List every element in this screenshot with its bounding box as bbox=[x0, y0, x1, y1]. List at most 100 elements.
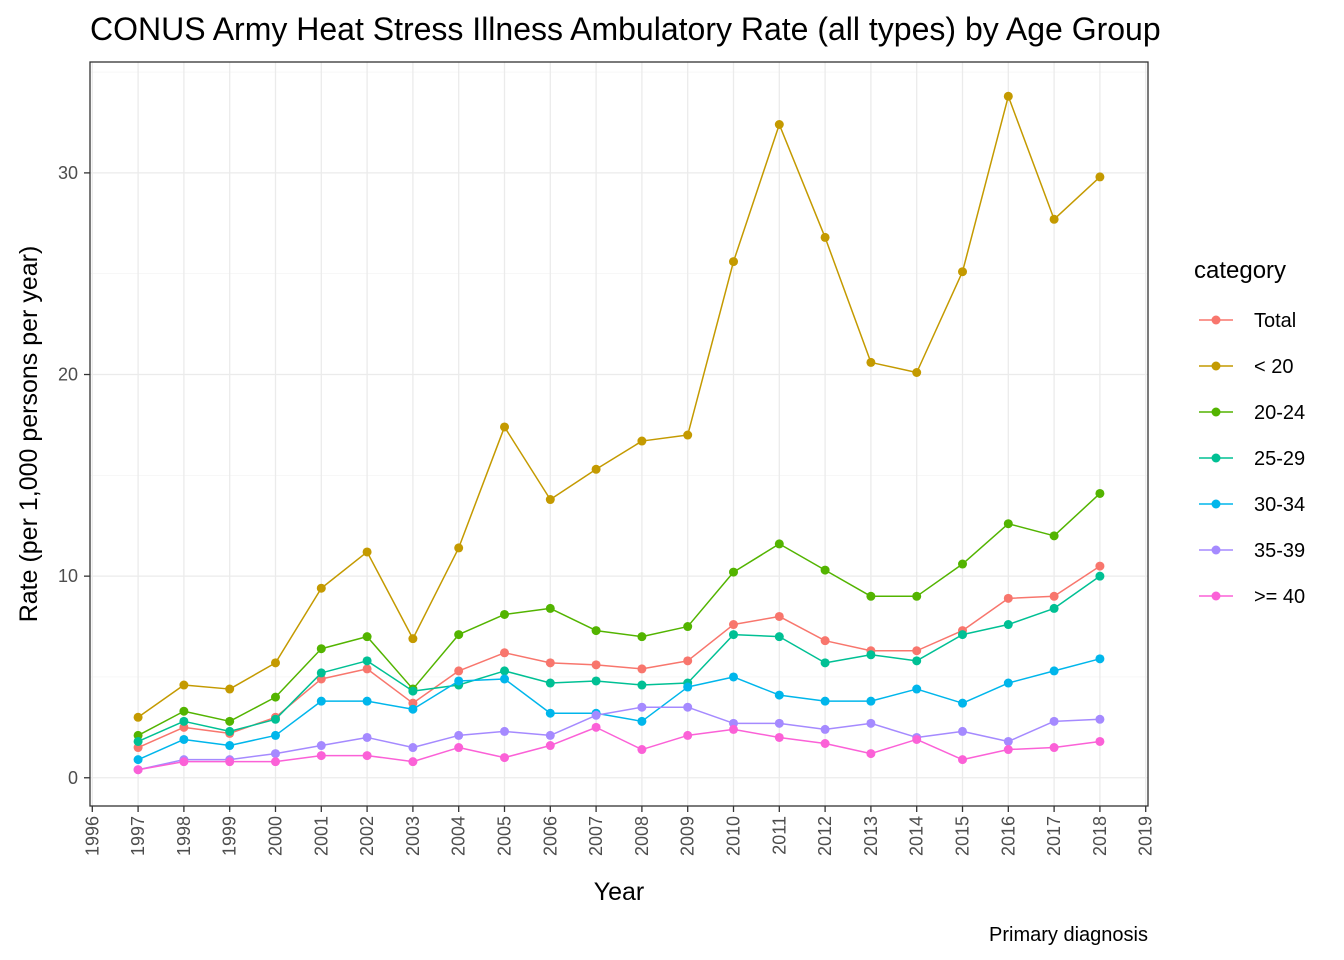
data-point bbox=[591, 660, 601, 670]
y-tick-label: 20 bbox=[58, 365, 78, 385]
legend-item: 30-34 bbox=[1199, 494, 1305, 516]
x-tick-label: 2003 bbox=[403, 816, 423, 856]
x-tick-label: 2013 bbox=[861, 816, 881, 856]
data-point bbox=[270, 658, 280, 668]
data-point bbox=[683, 656, 693, 666]
data-point bbox=[1095, 488, 1105, 498]
data-point bbox=[774, 690, 784, 700]
data-point bbox=[270, 692, 280, 702]
data-point bbox=[1049, 591, 1059, 601]
data-point bbox=[499, 648, 509, 658]
x-tick-label: 2015 bbox=[953, 816, 973, 856]
data-point bbox=[820, 636, 830, 646]
data-point bbox=[866, 749, 876, 759]
data-point bbox=[408, 634, 418, 644]
data-point bbox=[270, 749, 280, 759]
x-tick-label: 2009 bbox=[678, 816, 698, 856]
data-point bbox=[683, 702, 693, 712]
data-point bbox=[866, 591, 876, 601]
data-point bbox=[820, 658, 830, 668]
data-point bbox=[499, 726, 509, 736]
data-point bbox=[1003, 91, 1013, 101]
legend-label: Total bbox=[1254, 310, 1296, 332]
x-tick-label: 2001 bbox=[311, 816, 331, 856]
x-tick-label: 2007 bbox=[586, 816, 606, 856]
data-point bbox=[454, 543, 464, 553]
x-tick-label: 2017 bbox=[1044, 816, 1064, 856]
y-tick-label: 0 bbox=[68, 768, 78, 788]
data-point bbox=[683, 730, 693, 740]
data-point bbox=[225, 716, 235, 726]
data-point bbox=[912, 684, 922, 694]
data-point bbox=[133, 712, 143, 722]
y-tick-label: 10 bbox=[58, 566, 78, 586]
series-group bbox=[133, 722, 1105, 775]
series-line bbox=[137, 706, 1100, 771]
series-group bbox=[133, 571, 1105, 746]
data-point bbox=[866, 696, 876, 706]
series-group bbox=[133, 654, 1105, 765]
data-point bbox=[499, 609, 509, 619]
data-point bbox=[958, 726, 968, 736]
data-point bbox=[408, 704, 418, 714]
data-point bbox=[1049, 716, 1059, 726]
data-point bbox=[1003, 620, 1013, 630]
data-point bbox=[591, 676, 601, 686]
data-point bbox=[912, 734, 922, 744]
data-point bbox=[225, 726, 235, 736]
x-tick-label: 2006 bbox=[540, 816, 560, 856]
data-point bbox=[499, 674, 509, 684]
data-point bbox=[774, 539, 784, 549]
legend-key-point bbox=[1211, 499, 1221, 509]
data-point bbox=[637, 436, 647, 446]
data-point bbox=[362, 656, 372, 666]
data-point bbox=[683, 622, 693, 632]
data-point bbox=[912, 656, 922, 666]
legend-item: >= 40 bbox=[1199, 586, 1305, 608]
data-point bbox=[362, 547, 372, 557]
series-line bbox=[137, 658, 1101, 761]
data-point bbox=[958, 559, 968, 569]
data-point bbox=[499, 753, 509, 763]
legend-label: < 20 bbox=[1254, 356, 1293, 378]
data-point bbox=[729, 672, 739, 682]
x-tick-label: 2000 bbox=[265, 816, 285, 856]
data-point bbox=[179, 734, 189, 744]
data-point bbox=[1049, 603, 1059, 613]
data-point bbox=[133, 755, 143, 765]
data-point bbox=[225, 741, 235, 751]
series-line bbox=[137, 726, 1101, 771]
data-point bbox=[1003, 745, 1013, 755]
data-point bbox=[1095, 172, 1105, 182]
data-point bbox=[683, 430, 693, 440]
legend-key-point bbox=[1211, 407, 1221, 417]
data-point bbox=[958, 267, 968, 277]
data-point bbox=[820, 696, 830, 706]
x-tick-label: 1996 bbox=[82, 816, 102, 856]
x-tick-label: 2016 bbox=[998, 816, 1018, 856]
data-point bbox=[637, 716, 647, 726]
data-point bbox=[1095, 561, 1105, 571]
data-point bbox=[1049, 531, 1059, 541]
data-point bbox=[637, 702, 647, 712]
x-tick-label: 2004 bbox=[449, 816, 469, 856]
x-tick-label: 2012 bbox=[815, 816, 835, 856]
data-point bbox=[1049, 666, 1059, 676]
legend-label: 20-24 bbox=[1254, 402, 1305, 424]
data-point bbox=[545, 708, 555, 718]
legend-item: 25-29 bbox=[1199, 448, 1305, 470]
data-point bbox=[958, 698, 968, 708]
data-point bbox=[866, 718, 876, 728]
data-point bbox=[454, 666, 464, 676]
data-point bbox=[179, 757, 189, 767]
data-point bbox=[454, 743, 464, 753]
data-point bbox=[637, 680, 647, 690]
x-tick-label: 2011 bbox=[769, 816, 789, 855]
data-point bbox=[774, 732, 784, 742]
legend-label: 30-34 bbox=[1254, 494, 1305, 516]
data-point bbox=[362, 664, 372, 674]
series-line bbox=[137, 95, 1101, 718]
data-point bbox=[729, 724, 739, 734]
legend-item: 35-39 bbox=[1199, 540, 1305, 562]
